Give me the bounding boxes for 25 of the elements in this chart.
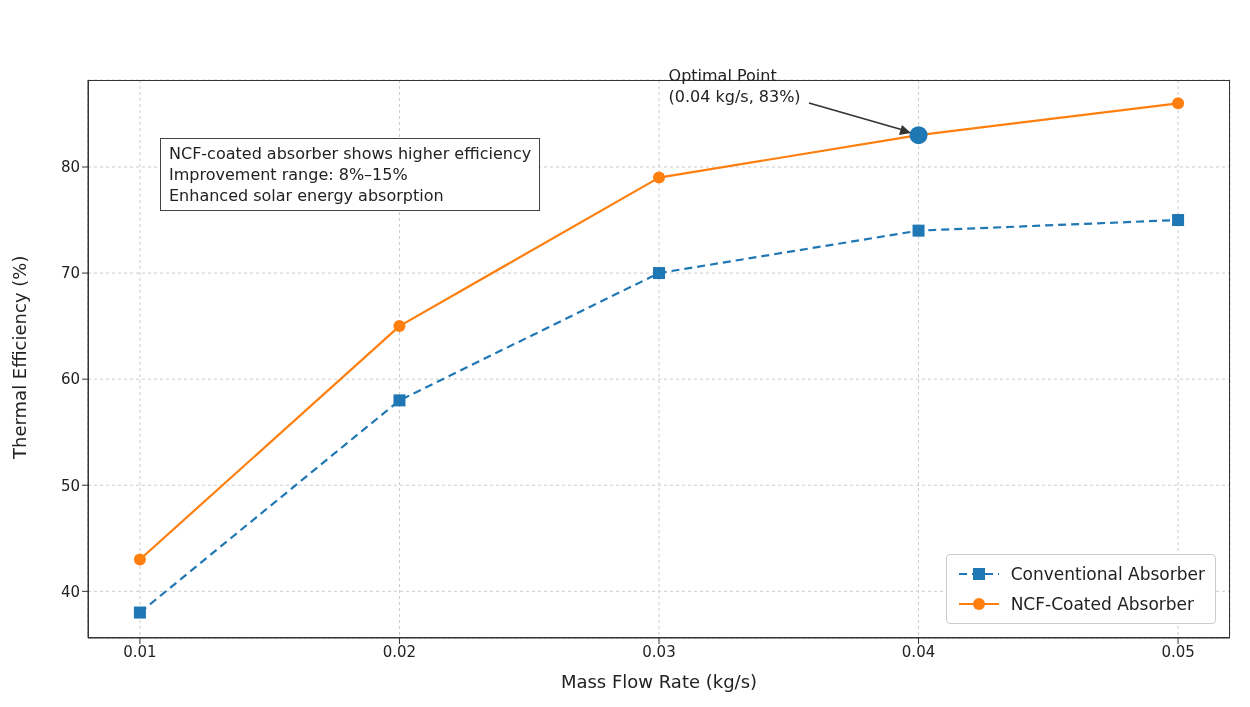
point — [393, 394, 406, 407]
point — [133, 553, 146, 566]
point — [393, 320, 406, 333]
point — [1172, 214, 1185, 227]
point — [1172, 97, 1185, 110]
annotation: Optimal Point (0.04 kg/s, 83%) — [668, 65, 801, 108]
legend-label: NCF-Coated Absorber — [1010, 594, 1195, 614]
y-tick-label: 70 — [60, 264, 80, 283]
y-tick-label: 50 — [60, 476, 80, 495]
x-axis-title: Mass Flow Rate (kg/s) — [560, 671, 758, 692]
y-tick-label: 60 — [60, 370, 80, 389]
point — [912, 224, 925, 237]
y-tick-label: 80 — [60, 158, 80, 177]
point — [653, 267, 665, 280]
x-tick-label: 0.03 — [642, 642, 676, 661]
x-tick-label: 0.05 — [1161, 642, 1195, 661]
legend-label: Conventional Absorber — [1010, 564, 1205, 584]
x-tick-label: 0.02 — [382, 642, 417, 661]
y-axis-title: Thermal Efficiency (%) — [9, 255, 31, 460]
x-tick-label: 0.01 — [123, 642, 157, 661]
point — [653, 171, 665, 184]
y-tick-label: 40 — [60, 582, 80, 601]
x-tick-label: 0.04 — [901, 642, 936, 661]
point — [133, 606, 146, 619]
annotation: NCF-coated absorber shows higher efficiency Improvement range: 8%–15% Enhanced solar energy absorption — [160, 138, 541, 211]
